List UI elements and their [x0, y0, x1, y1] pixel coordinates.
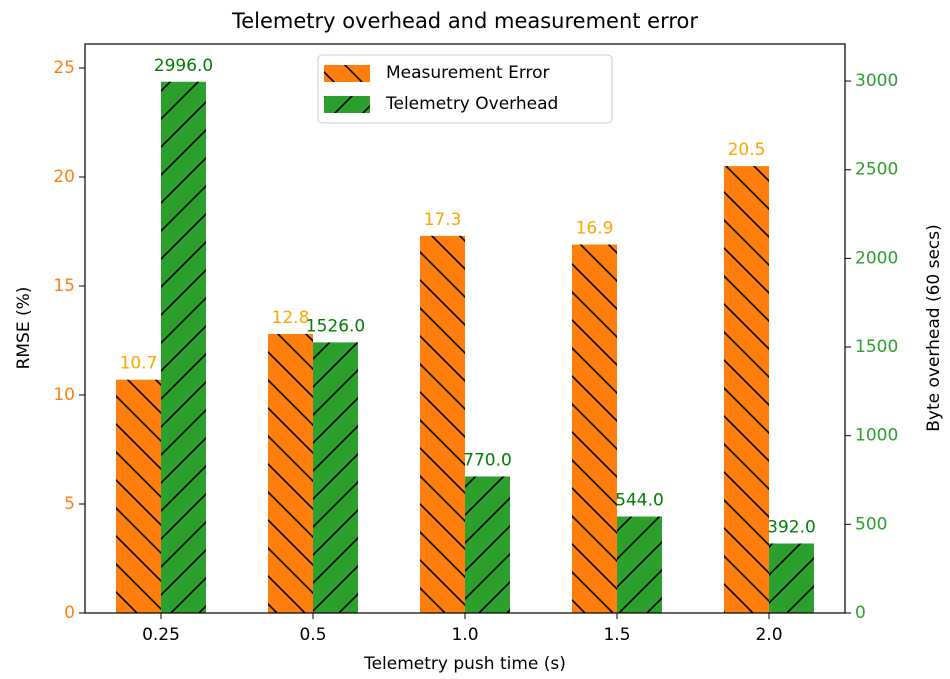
- y-tick-label: 25: [53, 58, 75, 78]
- y-tick-label: 15: [53, 276, 75, 296]
- bar-hatch: [313, 342, 358, 613]
- bar-hatch: [161, 81, 206, 614]
- bar-hatch: [116, 379, 161, 613]
- value-label: 17.3: [424, 210, 462, 230]
- value-label: 12.8: [272, 308, 310, 328]
- value-label: 770.0: [463, 450, 512, 470]
- value-label: 1526.0: [306, 316, 365, 336]
- legend-swatch-hatch: [324, 96, 370, 113]
- plot-frame: [84, 43, 846, 614]
- y-tick-label: 10: [53, 385, 75, 405]
- value-label: 2996.0: [154, 56, 213, 76]
- y-tick-label: 20: [53, 167, 75, 187]
- legend-label: Measurement Error: [386, 63, 550, 83]
- y2-tick-label: 0: [855, 603, 866, 623]
- value-label: 20.5: [728, 140, 766, 160]
- x-axis-label: Telemetry push time (s): [363, 654, 566, 674]
- bar-hatch: [769, 543, 814, 613]
- value-label: 544.0: [615, 491, 664, 511]
- y2-tick-label: 3000: [855, 71, 898, 91]
- bar-hatch: [617, 516, 662, 613]
- y2-tick-label: 2000: [855, 248, 898, 268]
- x-tick-label: 1.0: [451, 625, 478, 645]
- chart-title: Telemetry overhead and measurement error: [231, 9, 698, 33]
- y2-tick-label: 500: [855, 514, 887, 534]
- y2-axis-label: Byte overhead (60 secs): [924, 224, 944, 432]
- bar-hatch: [465, 476, 510, 613]
- y2-tick-label: 2500: [855, 160, 898, 180]
- x-tick-label: 1.5: [603, 625, 630, 645]
- x-tick-label: 0.25: [142, 625, 180, 645]
- y-axis-label: RMSE (%): [14, 287, 34, 370]
- legend-label: Telemetry Overhead: [385, 94, 558, 114]
- bar-hatch: [572, 244, 617, 613]
- bar-hatch: [724, 166, 769, 613]
- y2-tick-label: 1000: [855, 426, 898, 446]
- bar-hatch: [268, 333, 313, 613]
- y2-tick-label: 1500: [855, 337, 898, 357]
- x-tick-label: 0.5: [299, 625, 326, 645]
- value-label: 10.7: [120, 354, 158, 374]
- value-label: 392.0: [767, 517, 816, 537]
- legend-box: [317, 54, 613, 124]
- y-tick-label: 5: [64, 494, 75, 514]
- value-label: 16.9: [576, 219, 614, 239]
- legend-swatch-hatch: [324, 65, 370, 82]
- bar-hatch: [420, 235, 465, 613]
- x-tick-label: 2.0: [755, 625, 782, 645]
- y-tick-label: 0: [64, 603, 75, 623]
